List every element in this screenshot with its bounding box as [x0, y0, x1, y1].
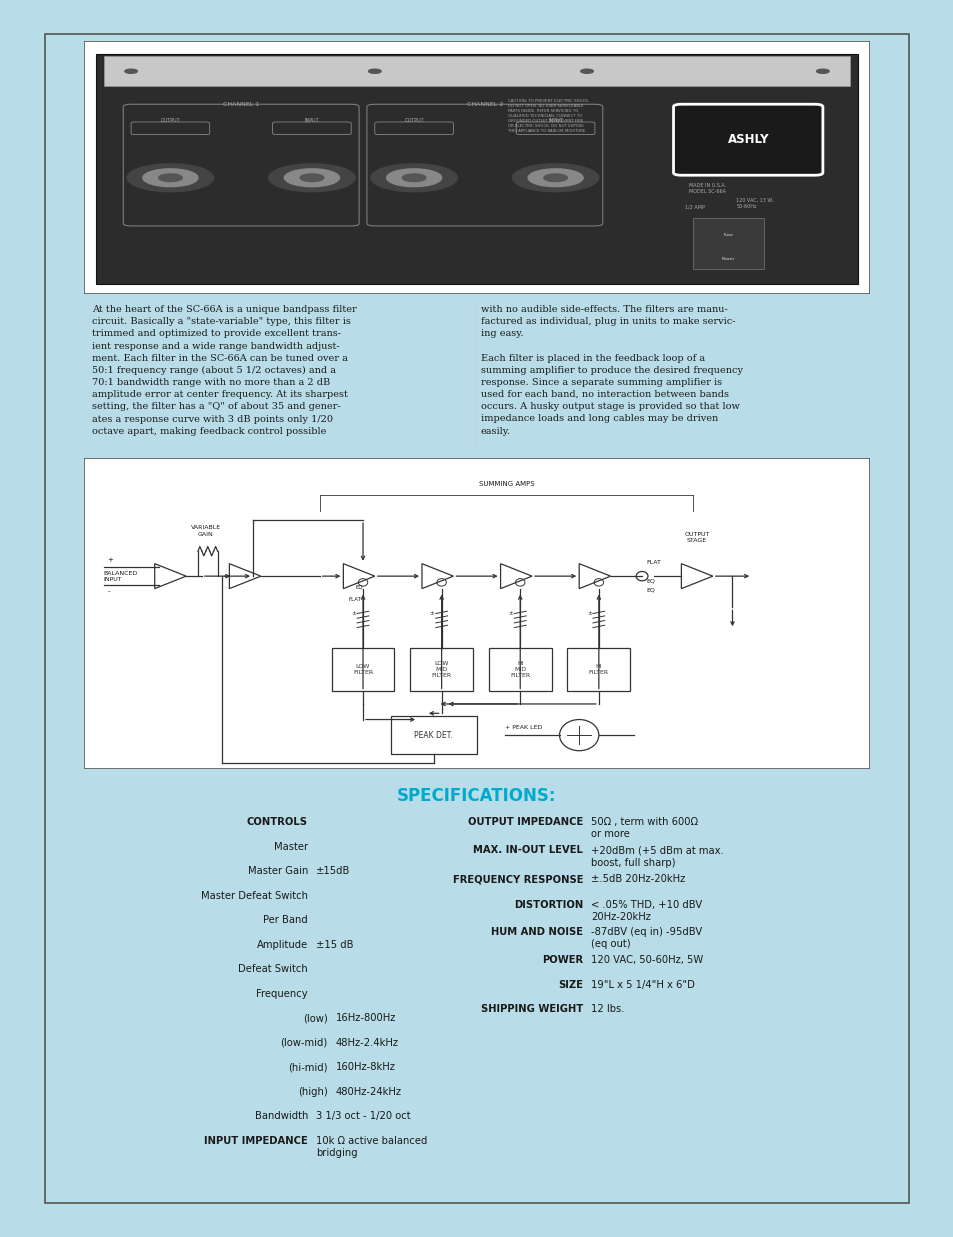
Text: EQ: EQ: [645, 579, 654, 584]
Circle shape: [368, 69, 380, 73]
Text: ±15 dB: ±15 dB: [315, 940, 353, 950]
Text: Power: Power: [721, 257, 735, 261]
Text: OUTPUT: OUTPUT: [160, 118, 180, 122]
Text: 160Hz-8kHz: 160Hz-8kHz: [335, 1063, 395, 1072]
FancyBboxPatch shape: [673, 104, 822, 176]
Text: 120 VAC, 50-60Hz, 5W: 120 VAC, 50-60Hz, 5W: [590, 955, 702, 965]
Text: FREQUENCY RESPONSE: FREQUENCY RESPONSE: [452, 875, 582, 884]
Text: SPECIFICATIONS:: SPECIFICATIONS:: [396, 788, 557, 805]
Text: CHANNEL 1: CHANNEL 1: [223, 101, 259, 106]
Text: CONTROLS: CONTROLS: [247, 816, 308, 828]
Text: +20dBm (+5 dBm at max.
boost, full sharp): +20dBm (+5 dBm at max. boost, full sharp…: [590, 845, 723, 868]
Text: with no audible side-effects. The filters are manu-
factured as individual, plug: with no audible side-effects. The filter…: [480, 306, 742, 435]
Text: (low): (low): [302, 1013, 327, 1023]
Text: ±15dB: ±15dB: [315, 866, 350, 876]
Text: FLAT: FLAT: [645, 559, 660, 564]
Circle shape: [528, 169, 582, 187]
Text: 1/2 AMP: 1/2 AMP: [684, 204, 704, 209]
Text: ±: ±: [586, 611, 591, 616]
Text: OUTPUT: OUTPUT: [404, 118, 423, 122]
Text: EQ: EQ: [355, 585, 362, 590]
Bar: [410, 648, 473, 691]
Text: (high): (high): [297, 1087, 327, 1097]
Bar: [104, 56, 849, 87]
Text: FLAT: FLAT: [349, 597, 361, 602]
Text: 10k Ω active balanced
bridging: 10k Ω active balanced bridging: [315, 1136, 427, 1158]
Text: DISTORTION: DISTORTION: [514, 899, 582, 909]
Bar: [390, 716, 476, 753]
Text: Master: Master: [274, 841, 308, 851]
Text: -: -: [108, 589, 110, 594]
Text: VARIABLE
GAIN: VARIABLE GAIN: [191, 526, 221, 537]
Circle shape: [402, 174, 425, 182]
Text: (low-mid): (low-mid): [280, 1038, 327, 1048]
Text: (hi-mid): (hi-mid): [288, 1063, 327, 1072]
Text: -87dBV (eq in) -95dBV
(eq out): -87dBV (eq in) -95dBV (eq out): [590, 927, 701, 950]
Circle shape: [143, 169, 197, 187]
Circle shape: [284, 169, 339, 187]
Text: Fuse: Fuse: [722, 233, 733, 236]
Text: ASHLY: ASHLY: [727, 134, 768, 146]
Text: 50Ω , term with 600Ω
or more: 50Ω , term with 600Ω or more: [590, 816, 698, 840]
Text: < .05% THD, +10 dBV
20Hz-20kHz: < .05% THD, +10 dBV 20Hz-20kHz: [590, 899, 701, 922]
Text: CHANNEL 2: CHANNEL 2: [466, 101, 502, 106]
Circle shape: [512, 163, 598, 192]
Text: HUM AND NOISE: HUM AND NOISE: [491, 927, 582, 936]
Text: 48Hz-2.4kHz: 48Hz-2.4kHz: [335, 1038, 398, 1048]
Text: MAX. IN-OUT LEVEL: MAX. IN-OUT LEVEL: [473, 845, 582, 855]
Circle shape: [269, 163, 355, 192]
Text: 120 VAC, 13 W,
50-60Hz: 120 VAC, 13 W, 50-60Hz: [736, 198, 773, 209]
Text: BALANCED
INPUT: BALANCED INPUT: [104, 570, 138, 581]
Text: ±: ±: [508, 611, 513, 616]
Text: LOW
FILTER: LOW FILTER: [353, 664, 373, 675]
Text: Bandwidth: Bandwidth: [254, 1112, 308, 1122]
Text: 12 lbs.: 12 lbs.: [590, 1004, 624, 1014]
Text: Master Gain: Master Gain: [248, 866, 308, 876]
Text: + PEAK LED: + PEAK LED: [504, 725, 541, 730]
Text: Master Defeat Switch: Master Defeat Switch: [201, 891, 308, 901]
Text: OUTPUT IMPEDANCE: OUTPUT IMPEDANCE: [467, 816, 582, 828]
Text: 480Hz-24kHz: 480Hz-24kHz: [335, 1087, 401, 1097]
Text: Defeat Switch: Defeat Switch: [238, 965, 308, 975]
Text: HI
FILTER: HI FILTER: [588, 664, 608, 675]
Bar: [332, 648, 394, 691]
Text: SIZE: SIZE: [558, 980, 582, 990]
Text: LOW
MID
FILTER: LOW MID FILTER: [431, 661, 451, 678]
Text: 3 1/3 oct - 1/20 oct: 3 1/3 oct - 1/20 oct: [315, 1112, 410, 1122]
Text: 19"L x 5 1/4"H x 6"D: 19"L x 5 1/4"H x 6"D: [590, 980, 694, 990]
Bar: [567, 648, 630, 691]
Circle shape: [371, 163, 456, 192]
Bar: [693, 219, 763, 270]
Text: ±.5dB 20Hz-20kHz: ±.5dB 20Hz-20kHz: [590, 875, 684, 884]
Text: SUMMING AMPS: SUMMING AMPS: [478, 481, 534, 486]
Text: PEAK DET.: PEAK DET.: [414, 731, 453, 740]
Text: ±: ±: [351, 611, 355, 616]
Text: INPUT: INPUT: [548, 118, 562, 122]
Circle shape: [125, 69, 137, 73]
Text: INPUT IMPEDANCE: INPUT IMPEDANCE: [204, 1136, 308, 1145]
Text: ±: ±: [430, 611, 435, 616]
Text: Per Band: Per Band: [263, 915, 308, 925]
Circle shape: [300, 174, 323, 182]
Circle shape: [580, 69, 593, 73]
Text: MADE IN U.S.A.
MODEL SC-66A: MADE IN U.S.A. MODEL SC-66A: [688, 183, 725, 194]
Bar: [488, 648, 551, 691]
Text: POWER: POWER: [541, 955, 582, 965]
Circle shape: [127, 163, 213, 192]
Text: CAUTION: TO PREVENT ELECTRIC SHOCK,
DO NOT OPEN. NO USER SERVICEABLE
PARTS INSID: CAUTION: TO PREVENT ELECTRIC SHOCK, DO N…: [508, 99, 589, 132]
Text: Frequency: Frequency: [256, 988, 308, 998]
Text: +: +: [108, 557, 113, 563]
Text: HI
MID
FILTER: HI MID FILTER: [510, 661, 530, 678]
Text: OUTPUT
STAGE: OUTPUT STAGE: [683, 532, 709, 543]
Text: At the heart of the SC-66A is a unique bandpass filter
circuit. Basically a "sta: At the heart of the SC-66A is a unique b…: [91, 306, 356, 435]
Text: INPUT: INPUT: [304, 118, 319, 122]
Circle shape: [816, 69, 828, 73]
Circle shape: [543, 174, 567, 182]
Circle shape: [386, 169, 441, 187]
Text: EQ: EQ: [645, 588, 654, 593]
Text: 16Hz-800Hz: 16Hz-800Hz: [335, 1013, 395, 1023]
Text: Amplitude: Amplitude: [256, 940, 308, 950]
Circle shape: [158, 174, 182, 182]
Text: SHIPPING WEIGHT: SHIPPING WEIGHT: [480, 1004, 582, 1014]
